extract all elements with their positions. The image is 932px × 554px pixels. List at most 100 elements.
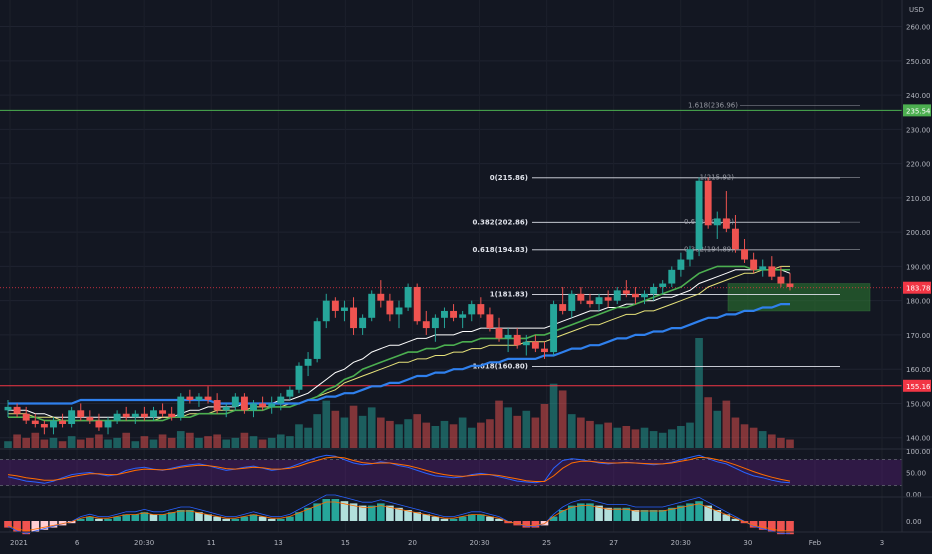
- time-tick-label: 30: [743, 539, 752, 547]
- macd-histogram-bar: [713, 510, 722, 521]
- candle-body: [541, 348, 548, 353]
- time-tick-label: 15: [341, 539, 350, 547]
- price-tick-label: 160.00: [906, 366, 931, 374]
- macd-histogram-bar: [449, 518, 458, 521]
- candle-body: [786, 283, 794, 287]
- macd-histogram-bar: [695, 501, 703, 521]
- volume-bar: [195, 437, 203, 448]
- candle-body: [295, 365, 303, 390]
- candle-body: [441, 310, 448, 318]
- macd-histogram-bar: [458, 516, 467, 521]
- volume-bar: [76, 439, 85, 448]
- volume-bar: [786, 439, 794, 448]
- macd-histogram-bar: [58, 521, 67, 526]
- candle-body: [631, 293, 639, 298]
- price-tick-label: 190.00: [906, 263, 931, 271]
- macd-histogram-bar: [767, 521, 776, 532]
- candle-body: [377, 293, 385, 301]
- volume-bar: [231, 437, 240, 448]
- volume-bar: [522, 410, 531, 448]
- macd-histogram-bar: [286, 516, 294, 521]
- volume-bar: [567, 414, 576, 448]
- candle-body: [213, 400, 221, 411]
- macd-histogram-bar: [649, 510, 658, 521]
- candle-body: [177, 396, 185, 418]
- candle-body: [468, 304, 476, 315]
- macd-histogram-bar: [267, 518, 276, 521]
- macd-histogram-bar: [495, 518, 503, 521]
- candle-body: [559, 304, 567, 311]
- fib-level-label: 0.382(194.89): [684, 246, 734, 254]
- macd-histogram-bar: [722, 514, 731, 521]
- macd-histogram-bar: [422, 514, 431, 521]
- macd-histogram-bar: [40, 521, 49, 530]
- candle-body: [577, 293, 585, 301]
- volume-bar: [740, 424, 749, 448]
- candle-body: [595, 297, 603, 305]
- candle-body: [550, 304, 558, 353]
- volume-bar: [67, 436, 76, 448]
- macd-histogram-bar: [567, 505, 576, 521]
- candle-body: [13, 406, 21, 414]
- volume-bar: [104, 439, 112, 448]
- candle-body: [113, 413, 121, 421]
- price-tick-label: 140.00: [906, 435, 931, 443]
- volume-bar: [540, 404, 549, 448]
- volume-bar: [486, 419, 494, 448]
- volume-bar: [140, 436, 149, 448]
- candle-body: [222, 406, 230, 411]
- volume-bar: [431, 426, 440, 448]
- candle-body: [77, 410, 85, 418]
- candle-body: [704, 180, 712, 226]
- macd-histogram-bar: [49, 521, 58, 528]
- macd-histogram-bar: [222, 518, 231, 521]
- volume-bar: [358, 415, 367, 448]
- volume-bar: [31, 432, 40, 448]
- macd-histogram-bar: [467, 514, 476, 521]
- macd-histogram-bar: [13, 521, 21, 532]
- macd-histogram-bar: [295, 512, 303, 521]
- macd-histogram-bar: [440, 518, 449, 521]
- candle-body: [713, 218, 721, 226]
- volume-bar: [222, 439, 231, 448]
- macd-histogram-bar: [313, 503, 321, 521]
- rsi-tick-label: 100.00: [906, 448, 931, 456]
- candle-body: [95, 420, 103, 428]
- macd-histogram-bar: [531, 521, 540, 528]
- volume-bar: [777, 437, 785, 448]
- macd-histogram-bar: [358, 505, 367, 521]
- price-tick-label: 200.00: [906, 229, 931, 237]
- candle-body: [331, 300, 339, 311]
- candle-body: [4, 406, 12, 411]
- candle-body: [31, 420, 39, 425]
- candle-body: [140, 413, 148, 418]
- candle-body: [395, 307, 403, 315]
- volume-bar: [658, 432, 667, 448]
- volume-bar: [276, 434, 285, 448]
- macd-histogram-bar: [395, 507, 403, 521]
- macd-histogram-bar: [522, 521, 531, 528]
- macd-histogram-bar: [486, 516, 494, 521]
- time-tick-label: 11: [207, 539, 216, 547]
- macd-histogram-bar: [131, 514, 140, 521]
- candle-body: [159, 410, 167, 414]
- fib-level-label: 1(215.92): [700, 174, 735, 182]
- time-tick-label: 27: [609, 539, 618, 547]
- macd-histogram-bar: [340, 501, 349, 521]
- volume-bar: [531, 417, 540, 448]
- volume-bar: [395, 424, 403, 448]
- macd-histogram-bar: [213, 516, 221, 521]
- time-tick-label: 20:30: [134, 539, 154, 547]
- candle-body: [386, 300, 394, 315]
- price-tick-label: 250.00: [906, 58, 931, 66]
- fib-level-label: 0.618(194.83): [472, 246, 528, 254]
- volume-bar: [213, 434, 221, 448]
- price-tick-label: 260.00: [906, 24, 931, 32]
- candle-body: [313, 321, 321, 359]
- volume-bar: [595, 424, 603, 448]
- candle-body: [604, 297, 612, 301]
- candle-body: [277, 396, 285, 404]
- candle-body: [195, 396, 203, 401]
